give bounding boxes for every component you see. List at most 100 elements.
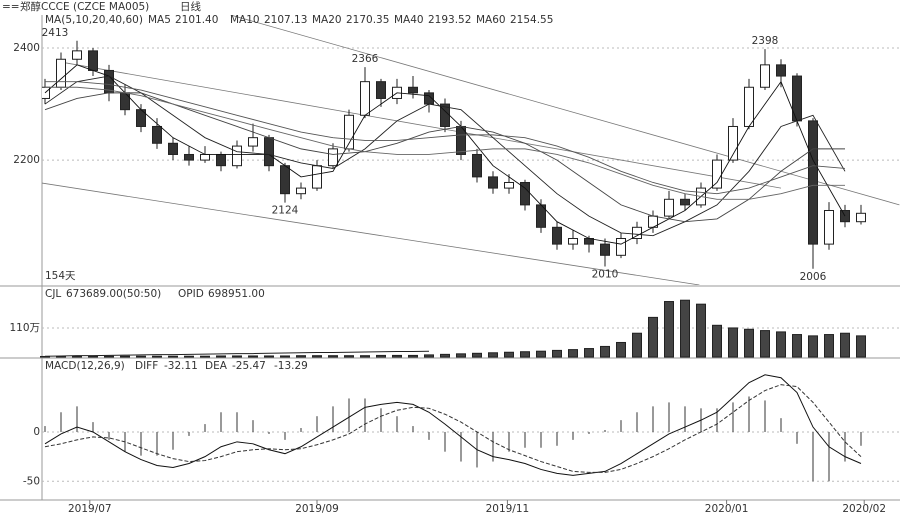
menu-icon[interactable]: ==	[2, 1, 20, 13]
volume-bar	[120, 355, 130, 358]
volume-bar	[344, 355, 354, 358]
candle-body	[520, 181, 530, 206]
macd-title[interactable]: MACD(12,26,9)	[45, 360, 125, 372]
price-annotation: 2413	[42, 27, 69, 39]
volume-bar	[712, 324, 722, 358]
y-tick-label: 0	[33, 426, 40, 438]
ma-legend-value: 2101.40	[175, 14, 218, 26]
volume-bar	[264, 355, 274, 358]
candle-body	[824, 209, 834, 245]
ma-line	[45, 86, 845, 200]
oi-name: OPID	[178, 288, 204, 300]
price-annotation: 2124	[272, 205, 299, 217]
candle-body	[488, 176, 498, 189]
price-annotation: 2398	[752, 35, 779, 47]
volume-bar	[72, 355, 82, 358]
volume-bar	[328, 355, 338, 358]
candle-body	[312, 165, 322, 189]
volume-bar	[312, 355, 322, 358]
volume-bar	[632, 332, 642, 358]
volume-bar	[216, 355, 226, 358]
dea-label: -25.47	[232, 360, 266, 372]
ma-line	[44, 75, 846, 237]
volume-bar	[40, 355, 50, 358]
volume-bar	[88, 355, 98, 358]
trendline	[42, 182, 700, 285]
trendline	[60, 61, 782, 189]
volume-bar	[168, 355, 178, 358]
y-tick-label: 2400	[13, 42, 40, 54]
x-tick-label: 2019/11	[486, 503, 530, 515]
period[interactable]: 日线	[180, 0, 201, 13]
ma-legend-title[interactable]: MA(5,10,20,40,60)	[45, 14, 143, 26]
volume-bar	[152, 355, 162, 358]
ma-legend-name: MA20	[312, 14, 342, 26]
volume-bar	[200, 355, 210, 358]
volume-bar	[664, 301, 674, 358]
candle-body	[376, 81, 386, 99]
candle-body	[808, 120, 818, 245]
y-tick-label: 2200	[13, 154, 40, 166]
candle-body	[408, 86, 418, 94]
volume-bar	[280, 355, 290, 358]
ma-legend-name: MA60	[476, 14, 506, 26]
candle-body	[72, 50, 82, 60]
volume-bar	[536, 350, 546, 358]
candle-body	[664, 198, 674, 217]
volume-bar	[376, 354, 386, 358]
ma-line	[44, 92, 845, 223]
volume-name: CJL	[45, 288, 61, 300]
candle-body	[632, 226, 642, 240]
volume-bar	[184, 355, 194, 358]
ma-line	[45, 81, 846, 195]
price-annotation: 2366	[352, 53, 379, 65]
candle-body	[184, 153, 194, 161]
diff-label: -32.11	[164, 360, 198, 372]
candle-body	[744, 86, 754, 127]
candle-body	[88, 50, 98, 71]
candle-body	[328, 148, 338, 167]
volume-bar	[552, 349, 562, 358]
price-annotation: 2010	[592, 269, 619, 281]
candle-body	[552, 226, 562, 245]
ma-legend-name: MA5	[148, 14, 171, 26]
volume-bar	[408, 354, 418, 358]
volume-bar	[296, 355, 306, 358]
volume-bar	[600, 345, 610, 358]
trendline	[230, 15, 900, 206]
ma-legend-value: 2170.35	[346, 14, 389, 26]
volume-bar	[824, 334, 834, 358]
volume-bar	[568, 349, 578, 358]
volume-bar	[248, 355, 258, 358]
volume-bar	[488, 352, 498, 358]
candle-body	[56, 58, 66, 88]
ma-legend-value: 2107.13	[264, 14, 307, 26]
volume-bar	[776, 331, 786, 358]
volume-bar	[392, 354, 402, 358]
x-tick-label: 2019/07	[68, 503, 112, 515]
candle-body	[168, 142, 178, 155]
candle-body	[504, 181, 514, 189]
volume-bar	[840, 332, 850, 358]
volume-bar	[472, 352, 482, 358]
volume-bar	[728, 327, 738, 358]
ma-legend-value: 2193.52	[428, 14, 471, 26]
volume-bar	[792, 334, 802, 358]
oi-label: 698951.00	[208, 288, 265, 300]
candle-body	[296, 187, 306, 195]
symbol-title[interactable]: 郑醇CCCE (CZCE MA005)	[20, 0, 149, 13]
x-tick-label: 2020/02	[842, 503, 886, 515]
volume-label: 673689.00(50:50)	[66, 288, 161, 300]
volume-bar	[440, 353, 450, 358]
candle-body	[120, 92, 130, 111]
candle-body	[760, 64, 770, 88]
oi-line	[44, 350, 430, 357]
candle-body	[776, 64, 786, 77]
candle-body	[728, 125, 738, 161]
volume-bar	[104, 355, 114, 358]
volume-bar	[584, 348, 594, 358]
volume-bar	[696, 303, 706, 358]
volume-bar	[424, 354, 434, 358]
